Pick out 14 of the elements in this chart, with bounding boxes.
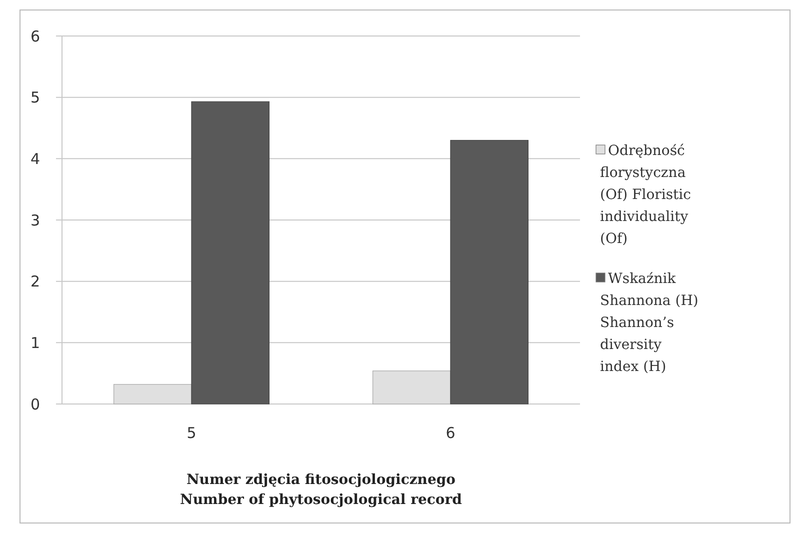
- legend-label: Odrębność florystyczna (Of) Floristic individuality (Of): [600, 143, 692, 247]
- y-tick-label: 2: [30, 272, 40, 291]
- y-tick-label: 4: [30, 150, 40, 168]
- y-tick-label: 6: [30, 27, 40, 46]
- y-tick-label: 0: [30, 395, 40, 414]
- y-tick-label: 3: [30, 211, 40, 230]
- y-tick-label: 1: [30, 334, 40, 352]
- bar: [372, 370, 451, 404]
- legend-label: Wskaźnik Shannona (H) Shannon’s diversity index (H): [600, 271, 698, 375]
- bar: [450, 140, 528, 404]
- bar: [114, 384, 192, 404]
- x-axis-title: Numer zdjęcia fitosocjologicznego Number of phytosocjological record: [180, 472, 462, 508]
- bar: [191, 101, 270, 404]
- y-tick-label: 5: [30, 88, 40, 107]
